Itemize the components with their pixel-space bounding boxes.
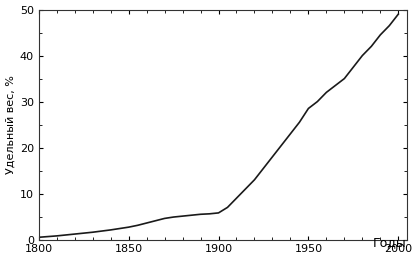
Y-axis label: Удельный вес, %: Удельный вес, % (5, 75, 16, 174)
Text: Годы: Годы (372, 237, 406, 250)
